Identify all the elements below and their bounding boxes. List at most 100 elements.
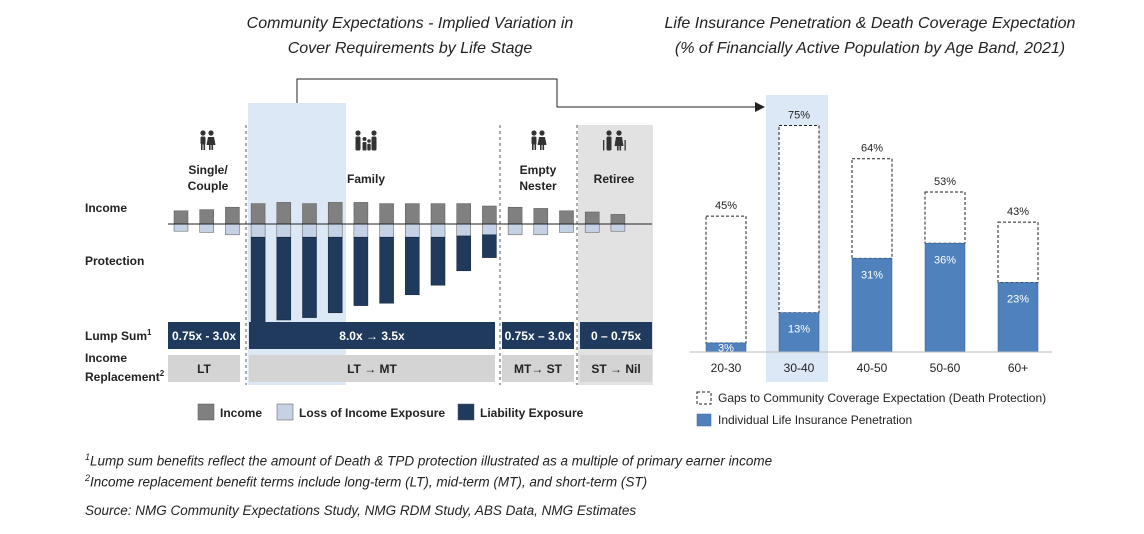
lump-sum-band-empty bbox=[502, 322, 574, 349]
income-bar bbox=[430, 203, 446, 225]
stage-label-family: Family bbox=[347, 172, 385, 186]
right-title-line-2: (% of Financially Active Population by A… bbox=[674, 40, 1066, 57]
row-label-income-replacement: Income Replacement2 bbox=[85, 351, 165, 384]
legend-gap-swatch bbox=[696, 391, 712, 405]
legend-penetration-label: Individual Life Insurance Penetration bbox=[718, 413, 912, 427]
penetration-bar bbox=[778, 312, 820, 353]
income-bar bbox=[276, 202, 292, 225]
total-value-label: 64% bbox=[861, 143, 883, 155]
liability-bar bbox=[353, 236, 369, 306]
income-replacement-band-family bbox=[249, 355, 495, 382]
footnote-2: 2Income replacement benefit terms includ… bbox=[85, 473, 647, 490]
income-bar bbox=[610, 214, 626, 225]
right-bar-group: 45% 3% 20-30 75% 13% 30-40 64% 31% 40-50 53% 36% 50… bbox=[705, 110, 1039, 375]
lump-sum-value-retiree: 0 – 0.75x bbox=[591, 329, 641, 343]
connector-arrowhead bbox=[755, 102, 765, 112]
loss-of-income-bar bbox=[610, 223, 626, 232]
coverage-gap-bar bbox=[851, 158, 893, 259]
age-band-tick-label: 40-50 bbox=[857, 361, 888, 375]
loss-of-income-bar bbox=[302, 223, 317, 238]
income-bar bbox=[584, 211, 600, 225]
loss-of-income-bar bbox=[559, 223, 574, 233]
row-label-protection: Protection bbox=[85, 254, 144, 268]
right-title-line-1: Life Insurance Penetration & Death Cover… bbox=[664, 15, 1076, 32]
liability-bar bbox=[276, 236, 292, 321]
loss-of-income-bar bbox=[250, 223, 266, 238]
income-replacement-band-retiree bbox=[580, 355, 652, 382]
coverage-gap-bar bbox=[997, 221, 1039, 284]
penetration-bar bbox=[924, 243, 966, 353]
age-band-tick-label: 50-60 bbox=[930, 361, 961, 375]
income-bar bbox=[353, 202, 369, 225]
liability-bar bbox=[327, 236, 343, 314]
footnote-1: 1Lump sum benefits reflect the amount of… bbox=[85, 452, 772, 469]
left-bar-group bbox=[173, 202, 626, 323]
total-value-label: 53% bbox=[934, 176, 956, 188]
left-title-line-2: Cover Requirements by Life Stage bbox=[287, 40, 533, 57]
penetration-value-label: 23% bbox=[1007, 294, 1029, 306]
age-band-tick-label: 20-30 bbox=[711, 361, 742, 375]
liability-bar bbox=[430, 236, 446, 286]
loss-of-income-bar bbox=[430, 223, 446, 238]
left-chart-title: Community Expectations - Implied Variati… bbox=[200, 11, 620, 61]
person-couple-icon bbox=[200, 130, 216, 150]
income-bar bbox=[225, 206, 240, 225]
liability-bar bbox=[482, 234, 497, 258]
loss-of-income-bar bbox=[405, 223, 420, 238]
lump-sum-band-retiree bbox=[580, 322, 652, 349]
legend-liability-swatch bbox=[457, 403, 475, 421]
age-band-tick-label: 30-40 bbox=[784, 361, 815, 375]
liability-bar bbox=[302, 236, 317, 318]
loss-of-income-bar bbox=[353, 223, 369, 238]
liability-bar bbox=[379, 236, 394, 304]
elderly-couple-icon bbox=[603, 130, 626, 151]
legend-loss-swatch bbox=[276, 403, 294, 421]
income-replacement-value-single: LT bbox=[197, 362, 211, 376]
stage-label-retiree: Retiree bbox=[594, 172, 635, 186]
person-couple-icon bbox=[531, 130, 547, 150]
legend-income-swatch bbox=[197, 403, 215, 421]
legend-liability-label: Liability Exposure bbox=[480, 406, 584, 420]
income-bar bbox=[482, 205, 497, 225]
income-replacement-band-single bbox=[168, 355, 240, 382]
income-bar bbox=[405, 203, 420, 225]
legend-income-label: Income bbox=[220, 406, 262, 420]
age-band-tick-label: 60+ bbox=[1008, 361, 1028, 375]
legend-penetration-swatch bbox=[696, 413, 712, 427]
income-bar bbox=[250, 203, 266, 225]
lump-sum-band-single bbox=[168, 322, 240, 349]
income-bar bbox=[327, 202, 343, 225]
penetration-value-label: 31% bbox=[861, 269, 883, 281]
loss-of-income-bar bbox=[327, 223, 343, 238]
income-replacement-value-retiree: ST → Nil bbox=[591, 362, 640, 376]
total-value-label: 45% bbox=[715, 200, 737, 212]
income-bar bbox=[379, 203, 394, 225]
income-replacement-value-family: LT → MT bbox=[347, 362, 397, 376]
footnote-2-text: Income replacement benefit terms include… bbox=[90, 474, 648, 490]
total-value-label: 75% bbox=[788, 110, 810, 122]
source-note: Source: NMG Community Expectations Study… bbox=[85, 503, 637, 518]
liability-bar bbox=[456, 235, 471, 272]
lump-sum-value-single: 0.75x - 3.0x bbox=[172, 329, 236, 343]
income-replacement-band-empty bbox=[502, 355, 574, 382]
coverage-gap-bar bbox=[705, 215, 747, 344]
legend-gap-label: Gaps to Community Coverage Expectation (… bbox=[718, 391, 1046, 405]
income-replacement-value-empty: MT→ ST bbox=[514, 362, 563, 376]
income-bar bbox=[456, 203, 471, 225]
coverage-gap-bar bbox=[924, 191, 966, 244]
right-chart-title: Life Insurance Penetration & Death Cover… bbox=[640, 11, 1100, 61]
income-bar bbox=[302, 203, 317, 225]
loss-of-income-bar bbox=[482, 223, 497, 236]
connector-arrow bbox=[296, 78, 755, 108]
penetration-value-label: 3% bbox=[718, 342, 734, 354]
footnote-2-marker: 2 bbox=[85, 473, 91, 483]
loss-of-income-bar bbox=[379, 223, 394, 238]
stage-label-single-couple: Single/Couple bbox=[188, 163, 229, 193]
loss-of-income-bar bbox=[225, 223, 240, 236]
income-bar bbox=[173, 210, 189, 225]
left-title-line-1: Community Expectations - Implied Variati… bbox=[246, 15, 574, 32]
legend-loss-label: Loss of Income Exposure bbox=[299, 406, 445, 420]
row-label-lump-sum: Lump Sum1 bbox=[85, 328, 152, 343]
loss-of-income-bar bbox=[173, 223, 189, 232]
